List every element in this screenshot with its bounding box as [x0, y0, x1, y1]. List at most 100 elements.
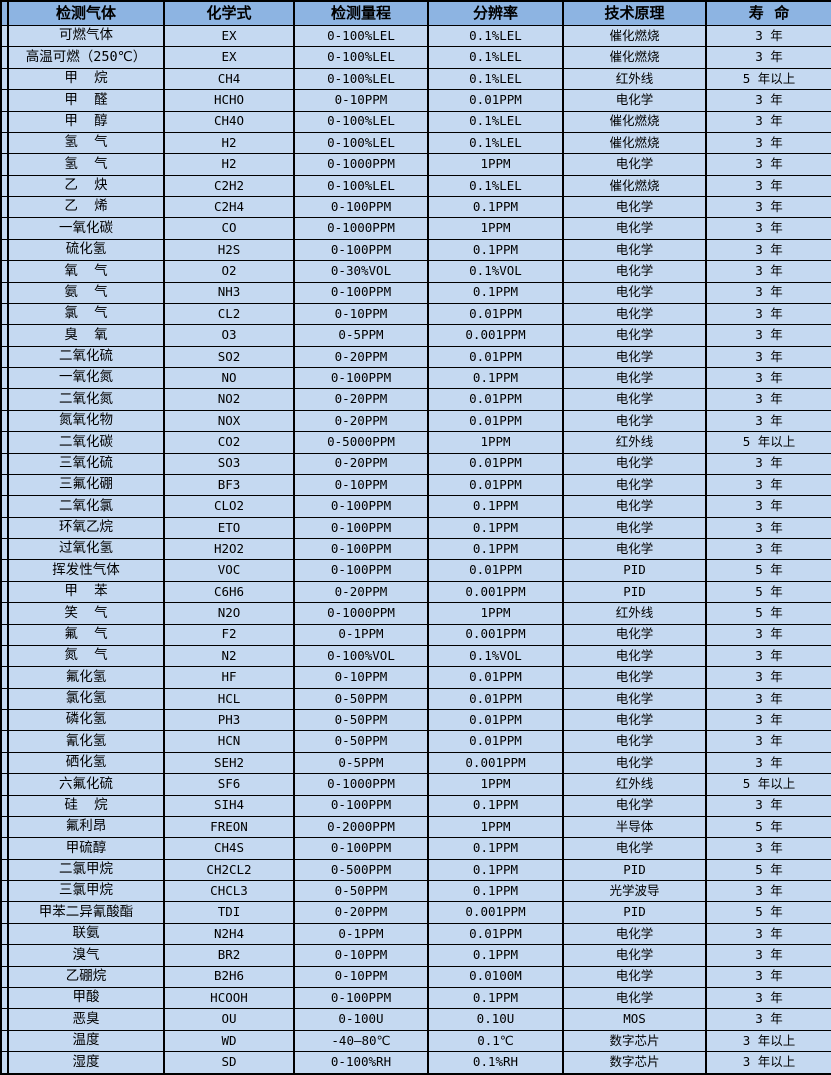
principle-cell: 电化学: [562, 537, 707, 561]
principle-cell: 电化学: [562, 644, 707, 668]
range-cell: 0-100%LEL: [293, 110, 429, 133]
formula-cell: CH4S: [163, 837, 295, 860]
lifespan-cell: 5 年: [705, 559, 831, 582]
principle-cell: 电化学: [562, 837, 707, 860]
table-row: 氟化氢 HF 0-10PPM 0.01PPM 电化学 3 年: [0, 666, 831, 689]
table-row: 甲 醇 CH4O 0-100%LEL 0.1%LEL 催化燃烧 3 年: [0, 110, 831, 133]
table-row: 二氧化碳 CO2 0-5000PPM 1PPM 红外线 5 年以上: [0, 431, 831, 454]
left-edge-sliver: [0, 495, 9, 518]
range-cell: 0-20PPM: [293, 388, 429, 411]
gas-name-cell: 湿度: [7, 1051, 165, 1075]
lifespan-cell: 5 年以上: [705, 67, 831, 91]
left-edge-sliver: [0, 260, 9, 283]
lifespan-cell: 3 年: [705, 644, 831, 668]
gas-name-cell: 氧 气: [7, 260, 165, 283]
lifespan-cell: 3 年: [705, 324, 831, 347]
formula-cell: H2O2: [163, 537, 295, 561]
table-row: 臭 氧 O3 0-5PPM 0.001PPM 电化学 3 年: [0, 324, 831, 347]
gas-name-cell: 硫化氢: [7, 238, 165, 262]
gas-name-cell: 联氨: [7, 922, 165, 946]
lifespan-cell: 3 年: [705, 281, 831, 304]
lifespan-cell: 3 年: [705, 452, 831, 475]
resolution-cell: 0.1%LEL: [427, 110, 564, 133]
formula-cell: N2: [163, 644, 295, 668]
table-body: 可燃气体 EX 0-100%LEL 0.1%LEL 催化燃烧 3 年高温可燃（250℃） E…: [0, 24, 831, 1075]
range-cell: 0-100PPM: [293, 281, 429, 304]
formula-cell: EX: [163, 46, 295, 69]
table-row: 磷化氢 PH3 0-50PPM 0.01PPM 电化学 3 年: [0, 708, 831, 732]
gas-name-cell: 氮氧化物: [7, 409, 165, 433]
principle-cell: 电化学: [562, 944, 707, 967]
range-cell: 0-100PPM: [293, 986, 429, 1010]
principle-cell: 电化学: [562, 366, 707, 390]
range-cell: 0-5PPM: [293, 324, 429, 347]
gas-name-cell: 一氧化氮: [7, 366, 165, 390]
formula-cell: VOC: [163, 559, 295, 582]
table-row: 过氧化氢 H2O2 0-100PPM 0.1PPM 电化学 3 年: [0, 537, 831, 561]
column-header-lifespan: 寿 命: [705, 0, 831, 26]
table-row: 乙 烯 C2H4 0-100PPM 0.1PPM 电化学 3 年: [0, 195, 831, 219]
lifespan-cell: 3 年: [705, 46, 831, 69]
resolution-cell: 1PPM: [427, 217, 564, 240]
principle-cell: 电化学: [562, 89, 707, 112]
gas-name-cell: 甲 烷: [7, 67, 165, 91]
lifespan-cell: 3 年: [705, 24, 831, 48]
left-edge-sliver: [0, 1029, 9, 1053]
resolution-cell: 0.1%LEL: [427, 46, 564, 69]
formula-cell: O3: [163, 324, 295, 347]
left-edge-sliver: [0, 815, 9, 839]
resolution-cell: 0.1%VOL: [427, 260, 564, 283]
range-cell: 0-100%LEL: [293, 24, 429, 48]
formula-cell: TDI: [163, 901, 295, 924]
resolution-cell: 0.01PPM: [427, 708, 564, 732]
gas-name-cell: 氟 气: [7, 623, 165, 646]
principle-cell: 电化学: [562, 516, 707, 540]
gas-name-cell: 臭 氧: [7, 324, 165, 347]
left-edge-sliver: [0, 602, 9, 625]
column-header-formula: 化学式: [163, 0, 295, 26]
range-cell: 0-30%VOL: [293, 260, 429, 283]
principle-cell: PID: [562, 559, 707, 582]
table-row: 氰化氢 HCN 0-50PPM 0.01PPM 电化学 3 年: [0, 730, 831, 753]
formula-cell: NO: [163, 366, 295, 390]
range-cell: 0-10PPM: [293, 965, 429, 988]
lifespan-cell: 3 年: [705, 260, 831, 283]
gas-name-cell: 乙 烯: [7, 195, 165, 219]
resolution-cell: 0.1PPM: [427, 944, 564, 967]
lifespan-cell: 5 年以上: [705, 431, 831, 454]
lifespan-cell: 5 年: [705, 580, 831, 604]
gas-name-cell: 环氧乙烷: [7, 516, 165, 540]
resolution-cell: 0.01PPM: [427, 666, 564, 689]
range-cell: 0-5000PPM: [293, 431, 429, 454]
lifespan-cell: 3 年: [705, 153, 831, 176]
resolution-cell: 1PPM: [427, 815, 564, 839]
lifespan-cell: 3 年: [705, 623, 831, 646]
resolution-cell: 0.1PPM: [427, 879, 564, 903]
left-edge-sliver: [0, 388, 9, 411]
left-edge-sliver: [0, 1008, 9, 1031]
lifespan-cell: 5 年: [705, 815, 831, 839]
gas-name-cell: 甲 醇: [7, 110, 165, 133]
table-row: 氨 气 NH3 0-100PPM 0.1PPM 电化学 3 年: [0, 281, 831, 304]
principle-cell: 电化学: [562, 195, 707, 219]
formula-cell: N2H4: [163, 922, 295, 946]
resolution-cell: 0.1PPM: [427, 495, 564, 518]
formula-cell: SEH2: [163, 751, 295, 775]
table-row: 甲苯二异氰酸酯 TDI 0-20PPM 0.001PPM PID 5 年: [0, 901, 831, 924]
resolution-cell: 0.10U: [427, 1008, 564, 1031]
formula-cell: CO: [163, 217, 295, 240]
range-cell: 0-20PPM: [293, 580, 429, 604]
left-edge-sliver: [0, 687, 9, 711]
gas-name-cell: 甲硫醇: [7, 837, 165, 860]
table-row: 甲 醛 HCHO 0-10PPM 0.01PPM 电化学 3 年: [0, 89, 831, 112]
table-row: 六氟化硫 SF6 0-1000PPM 1PPM 红外线 5 年以上: [0, 773, 831, 796]
resolution-cell: 0.1PPM: [427, 238, 564, 262]
gas-name-cell: 甲 苯: [7, 580, 165, 604]
table-row: 高温可燃（250℃） EX 0-100%LEL 0.1%LEL 催化燃烧 3 年: [0, 46, 831, 69]
gas-name-cell: 乙硼烷: [7, 965, 165, 988]
resolution-cell: 0.01PPM: [427, 687, 564, 711]
gas-name-cell: 氨 气: [7, 281, 165, 304]
resolution-cell: 0.001PPM: [427, 901, 564, 924]
principle-cell: 催化燃烧: [562, 174, 707, 198]
lifespan-cell: 5 年: [705, 858, 831, 882]
